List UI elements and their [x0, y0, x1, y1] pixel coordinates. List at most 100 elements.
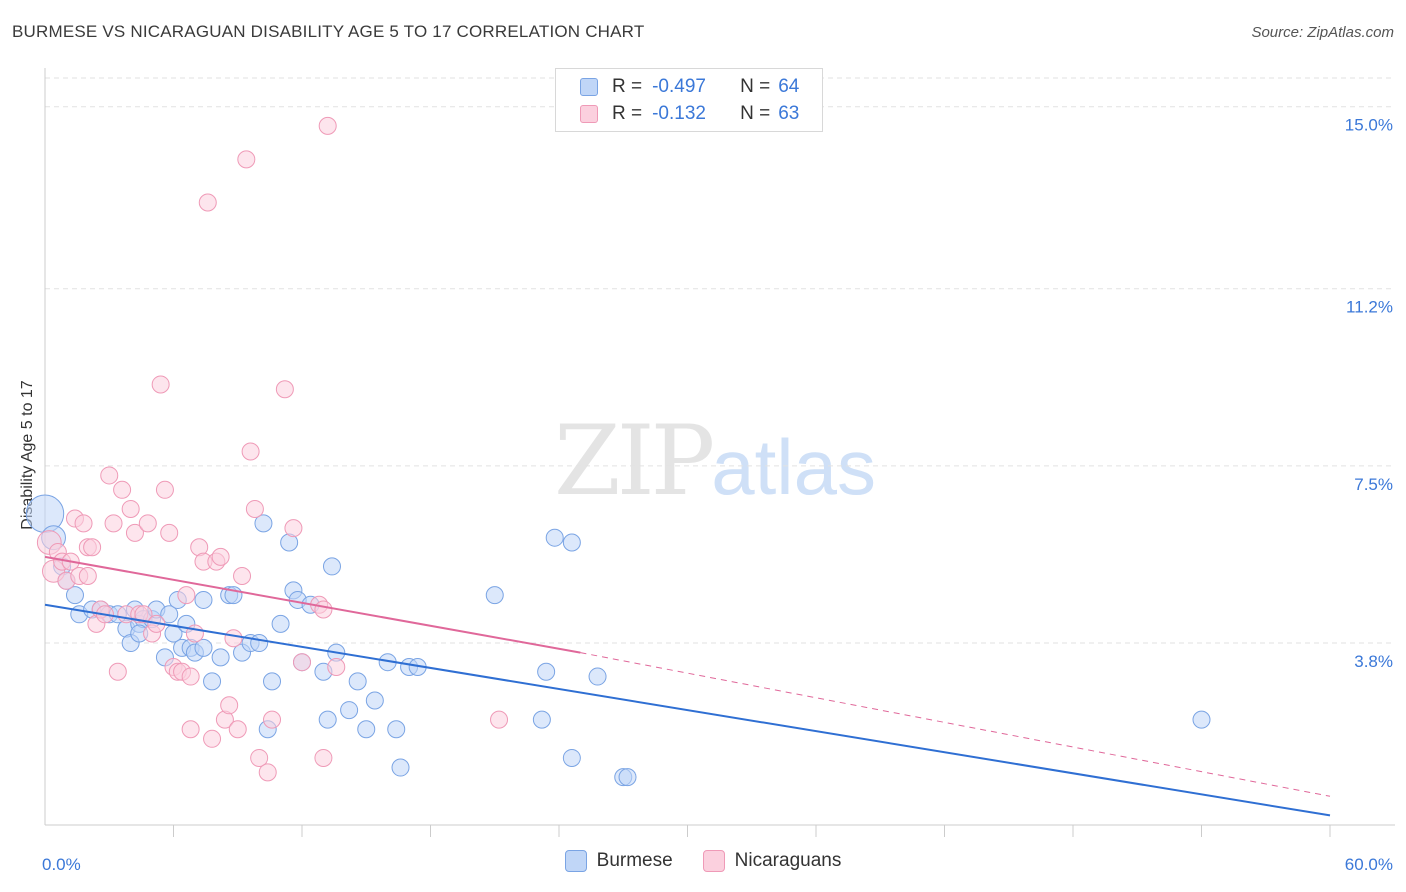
legend-row-burmese: R = -0.497 N = 64 — [580, 75, 799, 99]
nicaraguans-point — [490, 710, 509, 729]
nicaraguans-point — [241, 442, 260, 461]
legend-n-value: 64 — [778, 76, 800, 97]
y-tick-label: 3.8% — [1354, 652, 1393, 671]
burmese-point — [485, 586, 504, 605]
nicaraguans-point — [228, 720, 247, 739]
chart-title: BURMESE VS NICARAGUAN DISABILITY AGE 5 T… — [12, 22, 645, 41]
y-tick-label: 11.2% — [1346, 298, 1393, 317]
burmese-point — [532, 710, 551, 729]
burmese-point — [391, 758, 410, 777]
legend-swatch-nicaraguans — [580, 105, 598, 123]
nicaraguans-point — [220, 696, 239, 715]
watermark: ZIPatlas — [554, 405, 876, 517]
nicaraguans-point — [181, 720, 200, 739]
nicaraguans-point — [203, 729, 222, 748]
burmese-point — [1192, 710, 1211, 729]
nicaraguans-point — [250, 748, 269, 767]
burmese-point — [357, 720, 376, 739]
burmese-point — [365, 691, 384, 710]
burmese-point — [387, 720, 406, 739]
nicaraguans-point — [198, 193, 217, 212]
burmese-point — [194, 590, 213, 609]
y-tick-label: 7.5% — [1354, 475, 1393, 494]
x-tick-label: 60.0% — [1345, 855, 1393, 874]
nicaraguans-point — [245, 499, 264, 518]
nicaraguans-point — [138, 514, 157, 533]
nicaraguans-point — [233, 567, 252, 585]
nicaraguans-point — [263, 710, 282, 729]
series-legend: Burmese Nicaraguans — [0, 850, 1406, 872]
nicaraguans-point — [100, 466, 119, 485]
x-tick-label: 0.0% — [42, 855, 81, 874]
burmese-point — [588, 667, 607, 686]
nicaraguans-trend-extension — [580, 652, 1331, 797]
burmese-point — [194, 638, 213, 657]
burmese-point — [537, 662, 556, 681]
nicaraguans-point — [160, 523, 179, 542]
nicaraguans-point — [177, 586, 196, 605]
nicaraguans-point — [134, 605, 153, 624]
burmese-point — [65, 586, 84, 605]
nicaraguans-point — [121, 499, 140, 518]
nicaraguans-point — [125, 523, 144, 542]
nicaraguans-point — [211, 547, 230, 566]
legend-swatch-burmese — [564, 850, 587, 872]
burmese-point — [271, 614, 290, 633]
nicaraguans-point — [151, 375, 170, 394]
burmese-point — [250, 634, 269, 653]
nicaraguans-point — [78, 567, 97, 585]
burmese-point — [562, 533, 581, 552]
burmese-point — [263, 672, 282, 691]
nicaraguans-point — [237, 150, 256, 169]
legend-swatch-burmese — [580, 78, 598, 96]
legend-swatch-nicaraguans — [702, 850, 725, 872]
burmese-trend-line — [44, 603, 1331, 817]
correlation-legend: R = -0.497 N = 64 R = -0.132 N = 63 — [555, 68, 823, 132]
legend-r-value: -0.497 — [652, 76, 706, 97]
legend-label-burmese: Burmese — [596, 850, 673, 871]
legend-r-value: -0.132 — [652, 103, 706, 124]
y-tick-label: 15.0% — [1345, 116, 1393, 135]
legend-item-burmese[interactable]: Burmese — [564, 850, 673, 872]
burmese-point — [160, 605, 179, 624]
legend-n-label: N = — [740, 103, 771, 124]
points-layer — [25, 116, 1211, 787]
nicaraguans-point — [275, 380, 294, 399]
nicaraguans-point — [104, 514, 123, 533]
nicaraguans-point — [224, 629, 243, 648]
tick-labels-layer: 3.8% 7.5% 11.2% 15.0% 0.0% 60.0% — [42, 116, 1393, 874]
nicaraguans-point — [314, 600, 333, 619]
legend-item-nicaraguans[interactable]: Nicaraguans — [702, 850, 842, 872]
nicaraguans-point — [318, 116, 337, 135]
legend-label-nicaraguans: Nicaraguans — [734, 850, 842, 871]
legend-n-label: N = — [740, 76, 771, 97]
burmese-point — [562, 748, 581, 767]
burmese-point — [322, 557, 341, 576]
legend-n-value: 63 — [778, 103, 800, 124]
source-label: Source: ZipAtlas.com — [1251, 24, 1394, 41]
watermark-atlas: atlas — [711, 423, 876, 511]
burmese-point — [340, 701, 359, 720]
legend-r-label: R = — [612, 103, 643, 124]
nicaraguans-point — [293, 653, 311, 672]
nicaraguans-point — [155, 480, 174, 499]
legend-row-nicaraguans: R = -0.132 N = 63 — [580, 102, 799, 126]
burmese-point — [254, 514, 273, 533]
burmese-point — [348, 672, 367, 691]
nicaraguans-trend-line — [44, 555, 581, 654]
nicaraguans-point — [284, 519, 303, 538]
nicaraguans-point — [83, 538, 102, 557]
axis-layer — [44, 68, 1395, 837]
watermark-zip: ZIP — [554, 405, 715, 517]
legend-r-label: R = — [612, 76, 643, 97]
nicaraguans-point — [108, 662, 127, 681]
trend-layer — [44, 555, 1331, 817]
burmese-point — [545, 528, 564, 547]
burmese-point — [203, 672, 222, 691]
nicaraguans-point — [74, 514, 93, 533]
nicaraguans-point — [327, 657, 346, 676]
burmese-point — [211, 648, 230, 667]
burmese-point — [618, 768, 637, 787]
nicaraguans-point — [314, 748, 333, 767]
